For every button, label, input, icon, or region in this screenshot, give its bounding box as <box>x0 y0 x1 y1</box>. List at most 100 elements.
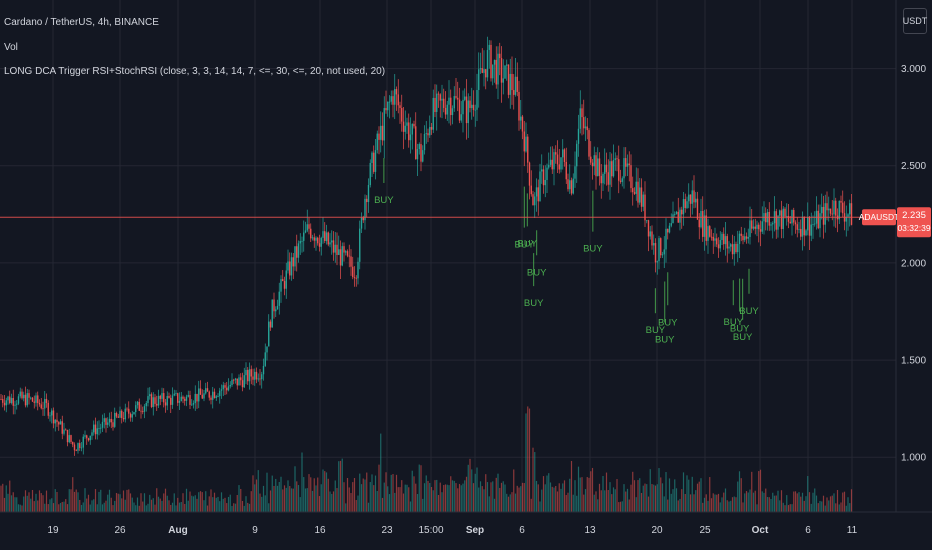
time-axis[interactable]: 19 26 Aug 9 16 23 15:00 Sep 6 13 20 25 Oct 6 11 <box>47 525 857 536</box>
candle-body <box>352 266 354 278</box>
candle-body <box>686 201 688 208</box>
price-scale[interactable]: 3.000 2.500 2.000 1.500 1.000 <box>901 64 926 464</box>
time-tick-label: 13 <box>584 525 596 536</box>
volume-bar <box>388 494 391 512</box>
candle-body <box>703 215 706 237</box>
candle-body <box>672 214 674 224</box>
volume-bar <box>415 483 417 512</box>
candle-body <box>117 416 119 418</box>
volume-bar <box>411 470 413 512</box>
volume-bar <box>838 504 840 512</box>
buy-signal-label: BUY <box>524 298 544 309</box>
volume-bar <box>805 496 807 512</box>
candle-body <box>455 96 457 98</box>
candle-body <box>63 429 65 434</box>
candle-body <box>264 352 266 366</box>
volume-bar <box>569 478 571 512</box>
candle-body <box>233 379 235 381</box>
volume-bar <box>346 478 349 512</box>
candle-body <box>838 200 840 220</box>
candle-body <box>534 196 536 206</box>
volume-bar <box>3 497 6 512</box>
volume-bar <box>577 466 580 512</box>
candle-body <box>261 374 263 380</box>
candle-body <box>642 194 644 207</box>
volume-bar <box>702 502 704 512</box>
indicator-volume-label[interactable]: Vol <box>4 42 18 53</box>
candle-body <box>439 94 441 101</box>
volume-bar <box>343 482 345 512</box>
candle-body <box>490 44 492 79</box>
volume-bar <box>735 497 737 512</box>
buy-signal-label: BUY <box>730 324 750 335</box>
candle-body <box>801 216 804 237</box>
chart-title[interactable]: Cardano / TetherUS, 4h, BINANCE <box>4 17 159 28</box>
volume-bar <box>700 478 702 512</box>
volume-bar <box>660 477 662 512</box>
volume-bar <box>530 498 532 512</box>
volume-bar <box>33 501 35 512</box>
candle-body <box>282 279 284 282</box>
volume-bar <box>675 488 678 512</box>
candle-body <box>432 97 434 130</box>
volume-bar <box>122 490 125 512</box>
candle-body <box>105 418 107 425</box>
volume-bar <box>395 474 398 512</box>
volume-bar <box>444 484 447 512</box>
volume-bar <box>387 486 389 512</box>
volume-bar <box>457 488 459 512</box>
volume-bar <box>800 496 802 512</box>
volume-bar <box>401 480 403 512</box>
volume-bar <box>828 500 830 512</box>
volume-bar <box>189 491 191 512</box>
volume-bar <box>219 501 221 512</box>
volume-bar <box>297 485 300 512</box>
candle-body <box>287 261 289 271</box>
volume-bar <box>845 505 847 512</box>
candle-body <box>360 217 363 229</box>
candle-body <box>749 220 751 237</box>
candle-body <box>206 388 209 392</box>
volume-bar <box>749 489 751 512</box>
volume-bar <box>819 500 821 512</box>
candle-body <box>355 277 357 279</box>
currency-button[interactable]: USDT <box>903 8 927 34</box>
volume-bar <box>665 472 667 512</box>
candle-body <box>821 206 823 214</box>
candle-body <box>278 291 280 306</box>
candle-body <box>780 210 783 229</box>
volume-bar <box>373 485 375 512</box>
candle-body <box>124 408 126 420</box>
candle-body <box>390 96 392 102</box>
indicator-dca-trigger-label[interactable]: LONG DCA Trigger RSI+StochRSI (close, 3,… <box>4 66 386 77</box>
volume-bar <box>12 492 14 512</box>
candle-body <box>679 209 681 223</box>
volume-bar <box>392 474 394 512</box>
volume-bar <box>562 483 564 512</box>
volume-bar <box>164 488 167 512</box>
candle-body <box>640 187 643 207</box>
volume-bar <box>418 464 420 512</box>
volume-bar <box>686 475 688 512</box>
candle-body <box>166 396 168 406</box>
volume-bar <box>359 473 361 512</box>
candle-body <box>3 402 6 406</box>
volume-bar <box>740 478 742 512</box>
candle-body <box>499 53 501 59</box>
candle-body <box>509 73 511 95</box>
candle-body <box>142 411 144 413</box>
candle-body <box>192 403 195 405</box>
candle-body <box>793 210 795 223</box>
volume-bar <box>486 482 489 512</box>
volume-bar <box>152 498 154 512</box>
candle-body <box>604 164 606 174</box>
candle-body <box>724 236 727 245</box>
candle-body <box>240 377 242 381</box>
volume-bar <box>84 488 86 512</box>
volume-bar <box>234 503 237 512</box>
volume-bar <box>80 504 83 512</box>
volume-bar <box>766 496 769 512</box>
volume-bar <box>625 491 627 512</box>
